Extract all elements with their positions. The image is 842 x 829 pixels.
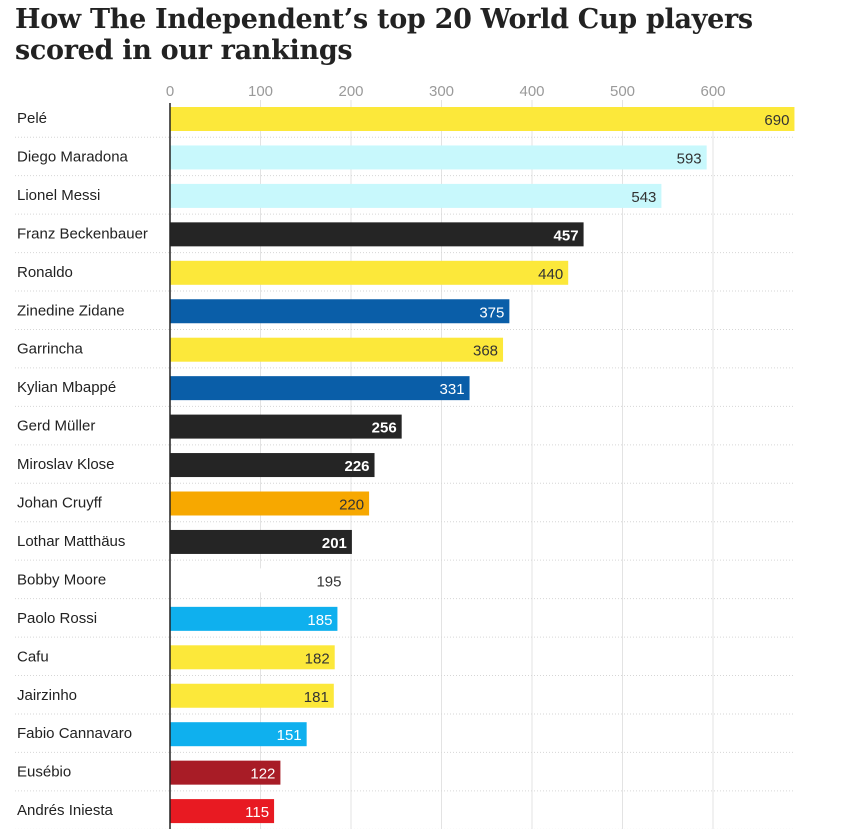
- chart-title: How The Independent’s top 20 World Cup p…: [15, 4, 753, 66]
- bar: [170, 107, 795, 131]
- bar: [170, 606, 338, 631]
- x-tick-label: 400: [519, 83, 544, 100]
- value-label: 440: [538, 266, 563, 283]
- bar: [170, 453, 375, 478]
- category-label: Franz Beckenbauer: [17, 225, 148, 242]
- bar-row: Pelé 690: [17, 107, 795, 131]
- bar-row: Lothar Matthäus 201: [17, 529, 352, 554]
- grid-layer: [15, 100, 794, 829]
- category-label: Miroslav Klose: [17, 456, 115, 473]
- bar: [170, 529, 352, 554]
- bar: [170, 722, 307, 747]
- value-label: 331: [440, 381, 465, 398]
- bar-row: Franz Beckenbauer 457: [17, 222, 584, 247]
- bar: [170, 491, 370, 516]
- value-label: 151: [277, 727, 302, 744]
- bar-row: Cafu 182: [17, 645, 335, 670]
- bar: [170, 799, 275, 824]
- value-label: 543: [631, 189, 656, 206]
- category-label: Gerd Müller: [17, 418, 95, 435]
- value-label: 593: [677, 150, 702, 167]
- category-label: Pelé: [17, 110, 47, 127]
- x-tick-label: 300: [429, 83, 454, 100]
- x-axis-ticks: 0 100 200 300 400 500 600: [166, 83, 726, 100]
- category-label: Diego Maradona: [17, 148, 129, 165]
- bar-row: Zinedine Zidane 375: [17, 299, 510, 324]
- x-tick-label: 200: [338, 83, 363, 100]
- value-label: 690: [764, 112, 789, 129]
- bar-rows: Pelé 690 Diego Maradona 593 Lionel Messi 543 F…: [17, 107, 795, 824]
- value-label: 226: [344, 458, 369, 475]
- bar-row: Jairzinho 181: [17, 683, 334, 708]
- value-label: 181: [304, 689, 329, 706]
- value-label: 457: [554, 227, 579, 244]
- value-label: 195: [316, 573, 341, 590]
- value-label: 220: [339, 497, 364, 514]
- value-label: 115: [245, 804, 269, 821]
- bar: [170, 145, 707, 170]
- value-label: 375: [479, 304, 504, 321]
- bar: [170, 337, 504, 362]
- x-tick-label: 500: [610, 83, 635, 100]
- bar: [170, 222, 584, 247]
- bar: [170, 414, 402, 439]
- bar-row: Gerd Müller 256: [17, 414, 402, 439]
- bar-row: Ronaldo 440: [17, 260, 569, 285]
- bar: [170, 376, 470, 401]
- value-label: 182: [305, 650, 330, 667]
- bar-row: Garrincha 368: [17, 337, 504, 362]
- bar-row: Paolo Rossi 185: [17, 606, 338, 631]
- category-label: Paolo Rossi: [17, 610, 97, 627]
- bar-row: Miroslav Klose 226: [17, 453, 375, 478]
- value-label: 256: [372, 420, 397, 437]
- category-label: Lionel Messi: [17, 187, 100, 204]
- value-label: 122: [250, 766, 275, 783]
- x-tick-label: 600: [700, 83, 725, 100]
- bar: [170, 645, 335, 670]
- bar-row: Fabio Cannavaro 151: [17, 722, 307, 747]
- category-label: Cafu: [17, 648, 49, 665]
- bar: [170, 568, 347, 593]
- bar-row: Andrés Iniesta 115: [17, 799, 275, 824]
- bar-row: Lionel Messi 543: [17, 183, 662, 208]
- bar: [170, 260, 569, 285]
- category-label: Fabio Cannavaro: [17, 725, 132, 742]
- value-label: 201: [322, 535, 347, 552]
- value-label: 185: [307, 612, 332, 629]
- bar-row: Diego Maradona 593: [17, 145, 707, 170]
- category-label: Eusébio: [17, 764, 71, 781]
- bar: [170, 683, 334, 708]
- bar-row: Johan Cruyff 220: [17, 491, 370, 516]
- category-label: Johan Cruyff: [17, 495, 103, 512]
- category-label: Andrés Iniesta: [17, 802, 114, 819]
- bar: [170, 183, 662, 208]
- category-label: Lothar Matthäus: [17, 533, 125, 550]
- x-tick-label: 100: [248, 83, 273, 100]
- bar: [170, 760, 281, 785]
- category-label: Ronaldo: [17, 264, 73, 281]
- bar: [170, 299, 510, 324]
- category-label: Zinedine Zidane: [17, 302, 125, 319]
- bar-row: Kylian Mbappé 331: [17, 376, 470, 401]
- category-label: Bobby Moore: [17, 571, 106, 588]
- category-label: Kylian Mbappé: [17, 379, 116, 396]
- bar-row: Eusébio 122: [17, 760, 281, 785]
- category-label: Garrincha: [17, 341, 84, 358]
- x-tick-label: 0: [166, 83, 174, 100]
- bar-row: Bobby Moore 195: [17, 568, 347, 593]
- value-label: 368: [473, 343, 498, 360]
- category-label: Jairzinho: [17, 687, 77, 704]
